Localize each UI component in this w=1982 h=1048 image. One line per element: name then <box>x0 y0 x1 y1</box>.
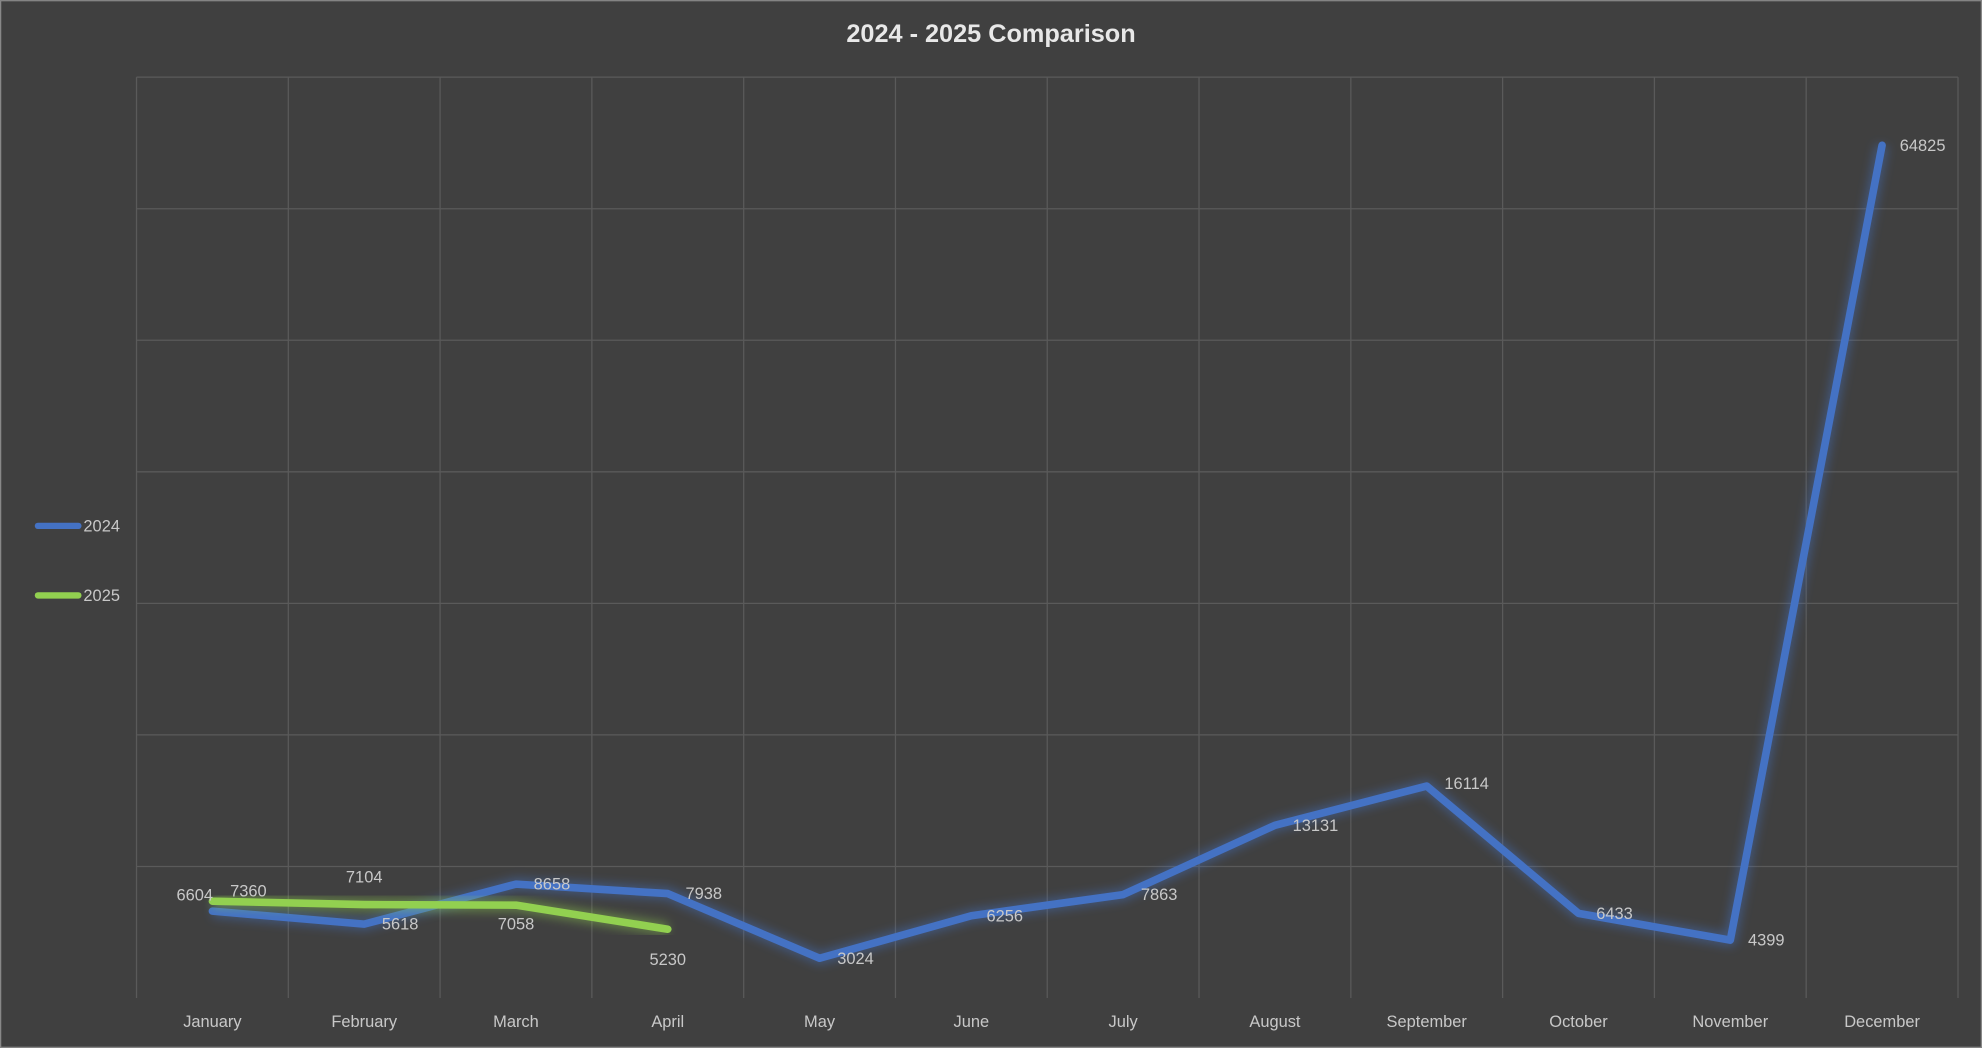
data-label: 7058 <box>498 916 535 934</box>
series-line <box>208 141 1886 963</box>
lines <box>208 141 1889 965</box>
x-tick-label: January <box>183 1013 242 1031</box>
x-tick-label: April <box>651 1013 684 1031</box>
x-tick-label: November <box>1692 1013 1768 1031</box>
grid <box>135 76 1959 999</box>
data-label: 6433 <box>1596 905 1633 923</box>
x-tick-label: March <box>493 1013 539 1031</box>
x-tick-label: August <box>1249 1013 1301 1031</box>
legend-label: 2025 <box>83 587 120 605</box>
data-label: 6256 <box>987 907 1024 925</box>
data-label: 7938 <box>685 885 722 903</box>
x-tick-label: July <box>1109 1013 1139 1031</box>
x-tick-label: September <box>1387 1013 1468 1031</box>
series-line <box>208 897 672 934</box>
x-tick-label: October <box>1549 1013 1608 1031</box>
data-label: 16114 <box>1444 775 1488 793</box>
data-label: 5230 <box>650 951 687 969</box>
data-label: 6604 <box>176 886 213 904</box>
x-tick-label: December <box>1844 1013 1920 1031</box>
x-tick-label: June <box>954 1013 990 1031</box>
data-label: 5618 <box>382 916 419 934</box>
labels: January February March April May June July Augu… <box>34 137 1946 1031</box>
legend-label: 2024 <box>83 518 120 536</box>
data-label: 13131 <box>1293 817 1339 835</box>
data-label: 7863 <box>1141 886 1178 904</box>
data-label: 4399 <box>1748 932 1785 950</box>
chart-title: 2024 - 2025 Comparison <box>846 20 1135 48</box>
data-label: 8658 <box>534 876 571 894</box>
data-label: 7360 <box>230 883 267 901</box>
data-label: 7104 <box>346 868 383 886</box>
data-label: 3024 <box>837 950 874 968</box>
x-tick-label: May <box>804 1013 836 1031</box>
x-tick-label: February <box>331 1013 398 1031</box>
data-label: 64825 <box>1900 137 1946 155</box>
